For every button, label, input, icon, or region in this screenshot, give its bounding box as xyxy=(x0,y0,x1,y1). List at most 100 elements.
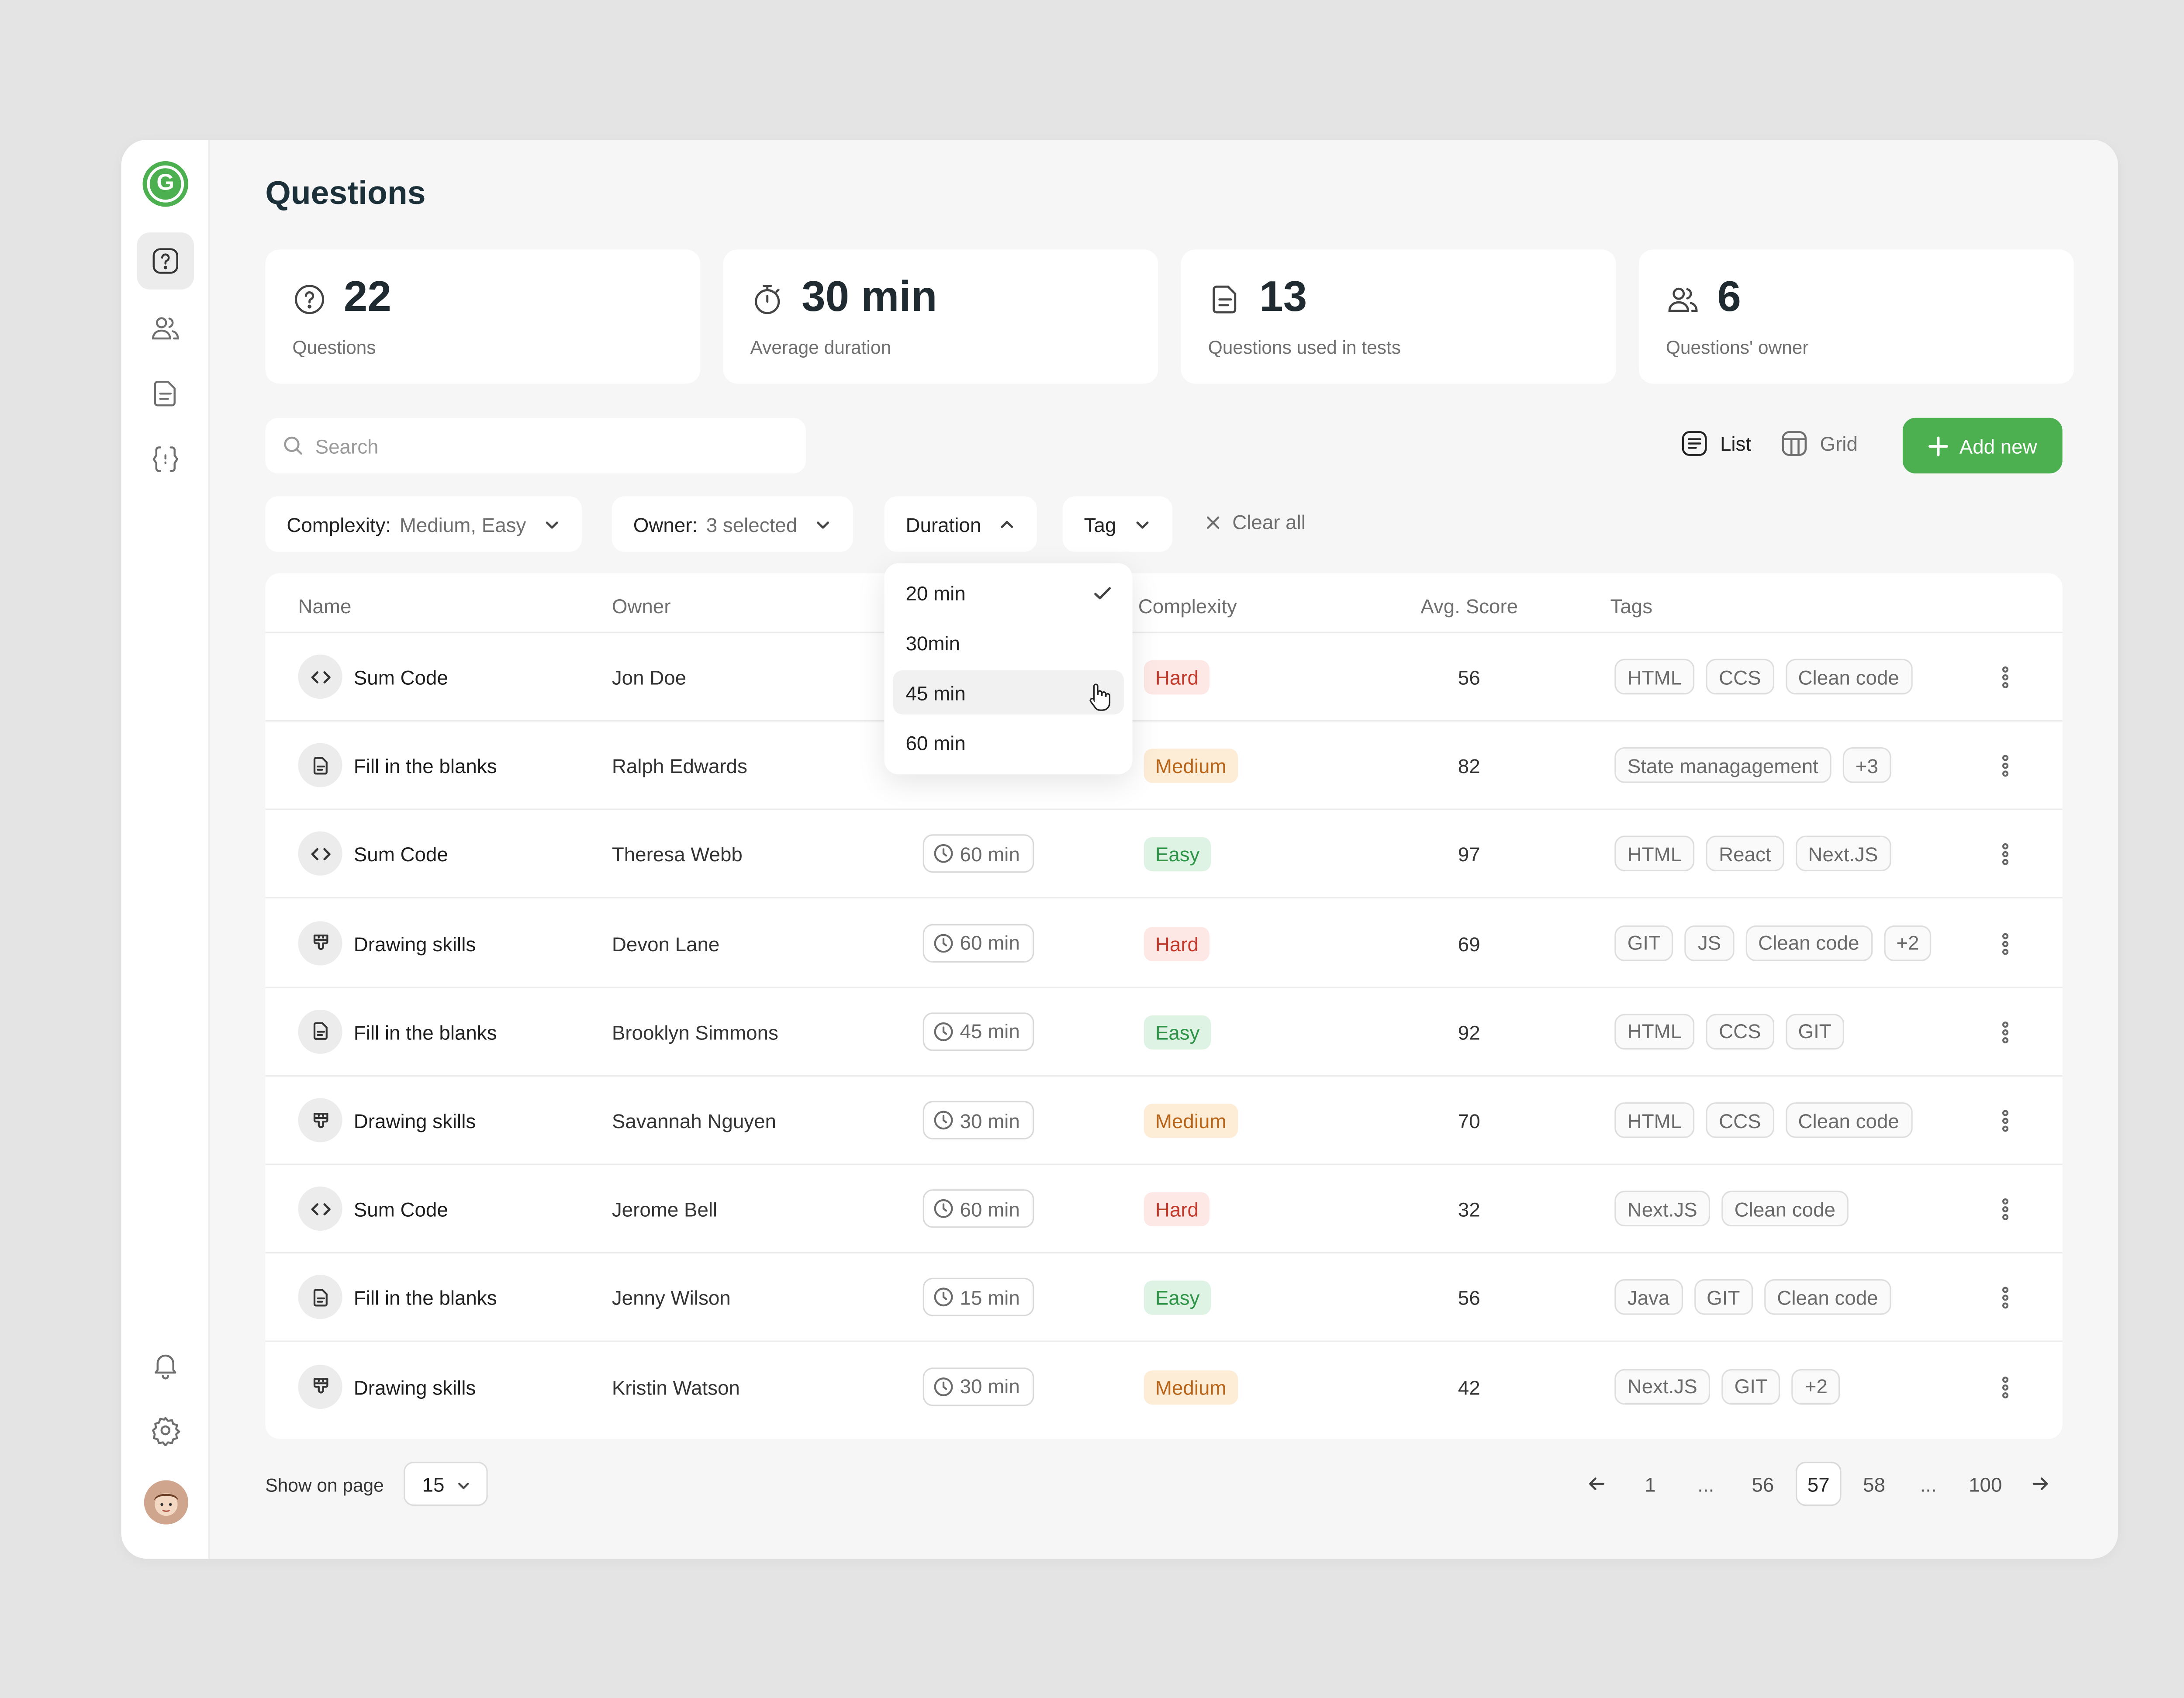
chevron-down-icon xyxy=(546,521,558,528)
sidebar-item-questions[interactable] xyxy=(137,232,194,290)
list-icon xyxy=(1682,431,1707,456)
tag-chip[interactable]: HTML xyxy=(1614,836,1695,872)
tag-chip[interactable]: HTML xyxy=(1614,659,1695,695)
more-vertical-icon[interactable] xyxy=(2000,931,2011,956)
tag-chip[interactable]: CCS xyxy=(1706,1102,1774,1138)
more-vertical-icon[interactable] xyxy=(2000,665,2011,690)
col-owner[interactable]: Owner xyxy=(612,594,671,618)
more-vertical-icon[interactable] xyxy=(2000,1197,2011,1222)
document-icon xyxy=(1213,285,1237,314)
view-grid-button[interactable]: Grid xyxy=(1780,429,1858,458)
tag-chip[interactable]: HTML xyxy=(1614,1102,1695,1138)
col-name[interactable]: Name xyxy=(298,594,352,618)
stat-card-questions: 22 Questions xyxy=(265,249,701,384)
filter-duration[interactable]: Duration xyxy=(884,496,1037,552)
question-name[interactable]: Sum Code xyxy=(353,666,448,689)
sidebar-item-notifications[interactable] xyxy=(137,1336,194,1394)
table-row[interactable]: Fill in the blanks Jenny Wilson 15 min Easy… xyxy=(265,1254,2063,1343)
question-name[interactable]: Drawing skills xyxy=(353,932,476,955)
tag-chip[interactable]: Java xyxy=(1614,1280,1683,1315)
col-avg-score[interactable]: Avg. Score xyxy=(1420,594,1518,618)
tag-chip[interactable]: HTML xyxy=(1614,1013,1695,1049)
col-tags[interactable]: Tags xyxy=(1610,594,1653,618)
filter-complexity[interactable]: Complexity: Medium, Easy xyxy=(265,496,582,552)
tag-chip[interactable]: CCS xyxy=(1706,1013,1774,1049)
tag-chip[interactable]: +3 xyxy=(1842,747,1891,783)
more-vertical-icon[interactable] xyxy=(2000,753,2011,779)
col-complexity[interactable]: Complexity xyxy=(1138,594,1237,618)
question-name[interactable]: Fill in the blanks xyxy=(353,754,497,778)
table-row[interactable]: Fill in the blanks Brooklyn Simmons 45 min… xyxy=(265,988,2063,1077)
tag-chip[interactable]: Next.JS xyxy=(1614,1191,1711,1227)
tag-chip[interactable]: React xyxy=(1706,836,1784,872)
clear-all-button[interactable]: Clear all xyxy=(1205,511,1306,533)
tag-chip[interactable]: Clean code xyxy=(1745,925,1872,961)
question-name[interactable]: Fill in the blanks xyxy=(353,1021,497,1044)
tag-chip[interactable]: CCS xyxy=(1706,659,1774,695)
tag-chip[interactable]: Clean code xyxy=(1785,1102,1912,1138)
tag-chip[interactable]: Next.JS xyxy=(1614,1368,1711,1404)
page-link[interactable]: 58 xyxy=(1863,1472,1886,1495)
question-name[interactable]: Drawing skills xyxy=(353,1375,476,1398)
tag-chip[interactable]: JS xyxy=(1685,925,1734,961)
sidebar-item-users[interactable] xyxy=(137,300,194,357)
tag-chip[interactable]: Next.JS xyxy=(1795,836,1891,872)
avg-score: 56 xyxy=(1458,1287,1480,1310)
tag-chip[interactable]: GIT xyxy=(1693,1280,1753,1315)
close-icon xyxy=(1206,515,1220,528)
tag-chip[interactable]: +2 xyxy=(1883,925,1932,961)
add-new-button[interactable]: Add new xyxy=(1902,418,2063,474)
sidebar: G xyxy=(121,139,210,1559)
tag-chip[interactable]: State managagement xyxy=(1614,747,1832,783)
sidebar-item-code[interactable] xyxy=(137,431,194,488)
tag-chip[interactable]: Clean code xyxy=(1721,1191,1849,1227)
next-page-button[interactable] xyxy=(2024,1462,2055,1506)
tag-chip[interactable]: GIT xyxy=(1614,925,1674,961)
page-link[interactable]: 100 xyxy=(1969,1472,2002,1495)
more-vertical-icon[interactable] xyxy=(2000,1019,2011,1045)
page-link[interactable]: 56 xyxy=(1752,1472,1774,1495)
logo[interactable]: G xyxy=(142,161,189,207)
page-size-select[interactable]: 15 xyxy=(404,1461,488,1506)
question-owner: Theresa Webb xyxy=(612,843,743,866)
table-row[interactable]: Sum Code Theresa Webb 60 min Easy 97 HTML Reac… xyxy=(265,811,2063,899)
filter-owner[interactable]: Owner: 3 selected xyxy=(612,496,853,552)
more-vertical-icon[interactable] xyxy=(2000,1374,2011,1400)
duration-option[interactable]: 45 min xyxy=(893,670,1124,714)
duration-option[interactable]: 60 min xyxy=(893,720,1124,764)
question-name[interactable]: Sum Code xyxy=(353,843,448,866)
table-row[interactable]: Fill in the blanks Ralph Edwards Medium 82 S… xyxy=(265,722,2063,811)
page-link-current[interactable]: 57 xyxy=(1796,1461,1842,1506)
page-title: Questions xyxy=(265,174,426,211)
more-vertical-icon[interactable] xyxy=(2000,1108,2011,1134)
view-list-button[interactable]: List xyxy=(1680,429,1751,458)
duration-option[interactable]: 20 min xyxy=(893,570,1124,614)
sidebar-item-tests[interactable] xyxy=(137,365,194,422)
table-row[interactable]: Drawing skills Savannah Nguyen 30 min Mediu… xyxy=(265,1077,2063,1165)
sidebar-item-settings[interactable] xyxy=(137,1402,194,1459)
filter-tag[interactable]: Tag xyxy=(1062,496,1172,552)
more-vertical-icon[interactable] xyxy=(2000,1285,2011,1311)
prev-page-button[interactable] xyxy=(1580,1462,1612,1506)
tag-list: Java GIT Clean code xyxy=(1614,1280,1891,1315)
table-row[interactable]: Drawing skills Kristin Watson 30 min Medium… xyxy=(265,1343,2062,1431)
question-owner: Jenny Wilson xyxy=(612,1287,731,1310)
question-name[interactable]: Drawing skills xyxy=(353,1109,476,1132)
tag-chip[interactable]: Clean code xyxy=(1785,659,1912,695)
page-link[interactable]: 1 xyxy=(1645,1472,1656,1495)
tag-chip[interactable]: GIT xyxy=(1721,1368,1781,1404)
tag-chip[interactable]: Clean code xyxy=(1764,1280,1891,1315)
search-input[interactable] xyxy=(315,418,786,474)
tag-chip[interactable]: +2 xyxy=(1792,1368,1841,1404)
logo-letter: G xyxy=(147,165,184,203)
avatar[interactable] xyxy=(144,1480,189,1525)
tag-chip[interactable]: GIT xyxy=(1785,1013,1845,1049)
duration-option[interactable]: 30min xyxy=(893,620,1124,664)
more-vertical-icon[interactable] xyxy=(2000,842,2011,868)
table-row[interactable]: Sum Code Jon Doe Hard 56 HTML CCS Clean code xyxy=(265,633,2063,722)
question-name[interactable]: Fill in the blanks xyxy=(353,1287,497,1310)
tag-list: Next.JS Clean code xyxy=(1614,1191,1849,1227)
question-name[interactable]: Sum Code xyxy=(353,1198,448,1221)
table-row[interactable]: Drawing skills Devon Lane 60 min Hard 69 GIT J… xyxy=(265,899,2063,988)
table-row[interactable]: Sum Code Jerome Bell 60 min Hard 32 Next.JS Cl… xyxy=(265,1165,2063,1254)
